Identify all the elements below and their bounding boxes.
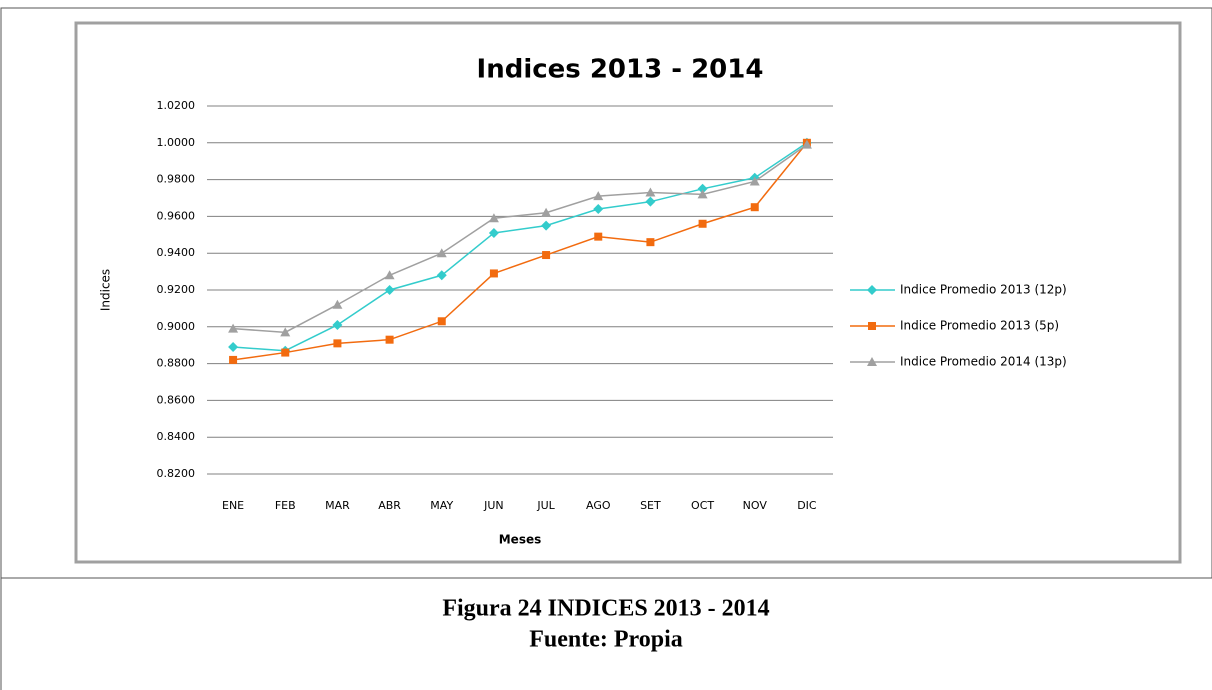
point <box>801 139 812 149</box>
y-tick-label: 0.8200 <box>157 467 196 480</box>
point <box>697 189 708 199</box>
y-tick-label: 0.9600 <box>157 209 196 222</box>
x-tick-label: ENE <box>222 499 244 512</box>
point <box>749 176 760 186</box>
x-tick-label: SET <box>640 499 661 512</box>
point <box>697 183 708 194</box>
point <box>384 285 395 295</box>
y-tick-label: 1.0000 <box>157 136 196 149</box>
x-tick-label: DIC <box>797 499 817 512</box>
point <box>489 269 498 278</box>
x-tick-label: MAR <box>325 499 350 512</box>
y-tick-label: 0.9000 <box>157 320 196 333</box>
y-tick-label: 0.9400 <box>157 246 196 259</box>
y-tick-label: 0.9200 <box>157 283 196 296</box>
point <box>646 238 655 247</box>
y-tick-label: 0.8400 <box>157 430 196 443</box>
legend-marker <box>868 322 876 330</box>
point <box>281 348 290 357</box>
point <box>542 251 551 260</box>
legend-label: Indice Promedio 2013 (5p) <box>900 319 1059 333</box>
series-line <box>233 142 808 352</box>
y-tick-label: 0.8800 <box>157 357 196 370</box>
y-tick-label: 0.8600 <box>157 393 196 406</box>
point <box>541 220 552 231</box>
point <box>645 187 656 197</box>
point <box>436 248 447 258</box>
chart-title: Indices 2013 - 2014 <box>477 55 764 85</box>
point <box>436 270 447 281</box>
point <box>384 270 395 280</box>
point <box>488 227 499 238</box>
series-line <box>233 144 808 334</box>
source-caption: Fuente: Propia <box>529 627 683 653</box>
y-tick-label: 0.9800 <box>157 173 196 186</box>
x-tick-label: ABR <box>378 499 401 512</box>
point <box>593 204 604 215</box>
x-tick-label: OCT <box>691 499 714 512</box>
point <box>593 191 604 201</box>
x-tick-label: JUN <box>483 499 504 512</box>
x-axis-label: Meses <box>499 533 542 547</box>
legend-marker <box>867 285 877 295</box>
point <box>229 355 238 364</box>
point <box>228 342 239 353</box>
y-axis-label: Indices <box>99 269 113 311</box>
point <box>645 196 656 207</box>
point <box>750 203 759 212</box>
point <box>488 213 499 223</box>
legend-marker <box>867 357 877 366</box>
point <box>541 207 552 217</box>
point <box>228 323 239 333</box>
point <box>385 335 394 344</box>
y-tick-label: 1.0200 <box>157 99 196 112</box>
legend-label: Indice Promedio 2014 (13p) <box>900 355 1067 369</box>
x-tick-label: NOV <box>743 499 768 512</box>
x-tick-label: JUL <box>536 499 555 512</box>
x-tick-label: FEB <box>275 499 296 512</box>
x-tick-label: AGO <box>586 499 611 512</box>
legend-label: Indice Promedio 2013 (12p) <box>900 283 1067 297</box>
point <box>698 219 707 228</box>
point <box>333 339 342 348</box>
point <box>332 319 343 330</box>
series-line <box>232 142 808 361</box>
point <box>437 317 446 326</box>
point <box>332 299 343 309</box>
point <box>594 232 603 241</box>
point <box>280 327 291 337</box>
x-tick-label: MAY <box>430 499 453 512</box>
figure-caption: Figura 24 INDICES 2013 - 2014 <box>442 596 769 622</box>
chart-frame <box>74 21 1182 564</box>
document-frame <box>0 7 1212 579</box>
